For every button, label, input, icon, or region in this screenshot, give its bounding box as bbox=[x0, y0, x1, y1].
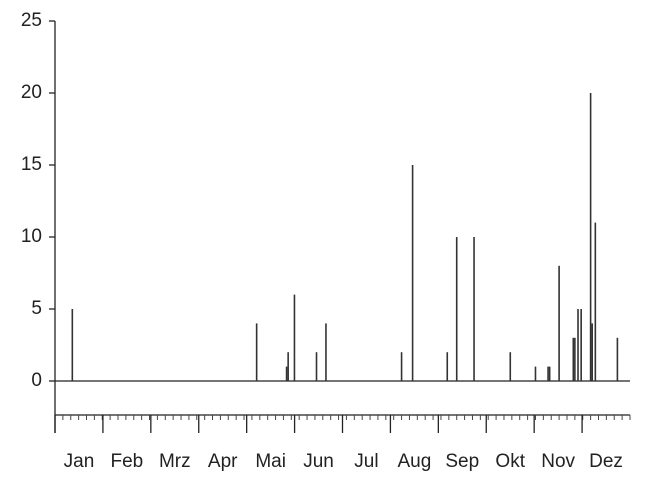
x-tick-label: Jun bbox=[303, 451, 334, 472]
x-tick-label: Dez bbox=[589, 451, 623, 472]
x-tick-label: Feb bbox=[111, 451, 144, 472]
y-tick-label: 15 bbox=[21, 154, 42, 175]
x-tick-label: Okt bbox=[495, 451, 525, 472]
x-tick-label: Mrz bbox=[159, 451, 191, 472]
x-tick-label: Jul bbox=[354, 451, 378, 472]
y-tick-label: 25 bbox=[21, 10, 42, 31]
y-tick-label: 5 bbox=[31, 298, 42, 319]
x-tick-label: Mai bbox=[255, 451, 286, 472]
x-tick-label: Apr bbox=[208, 451, 238, 472]
y-tick-label: 10 bbox=[21, 226, 42, 247]
y-tick-label: 0 bbox=[31, 370, 42, 391]
x-tick-label: Nov bbox=[541, 451, 575, 472]
x-tick-label: Jan bbox=[64, 451, 95, 472]
x-tick-label: Sep bbox=[445, 451, 479, 472]
x-tick-label: Aug bbox=[397, 451, 431, 472]
y-tick-label: 20 bbox=[21, 82, 42, 103]
